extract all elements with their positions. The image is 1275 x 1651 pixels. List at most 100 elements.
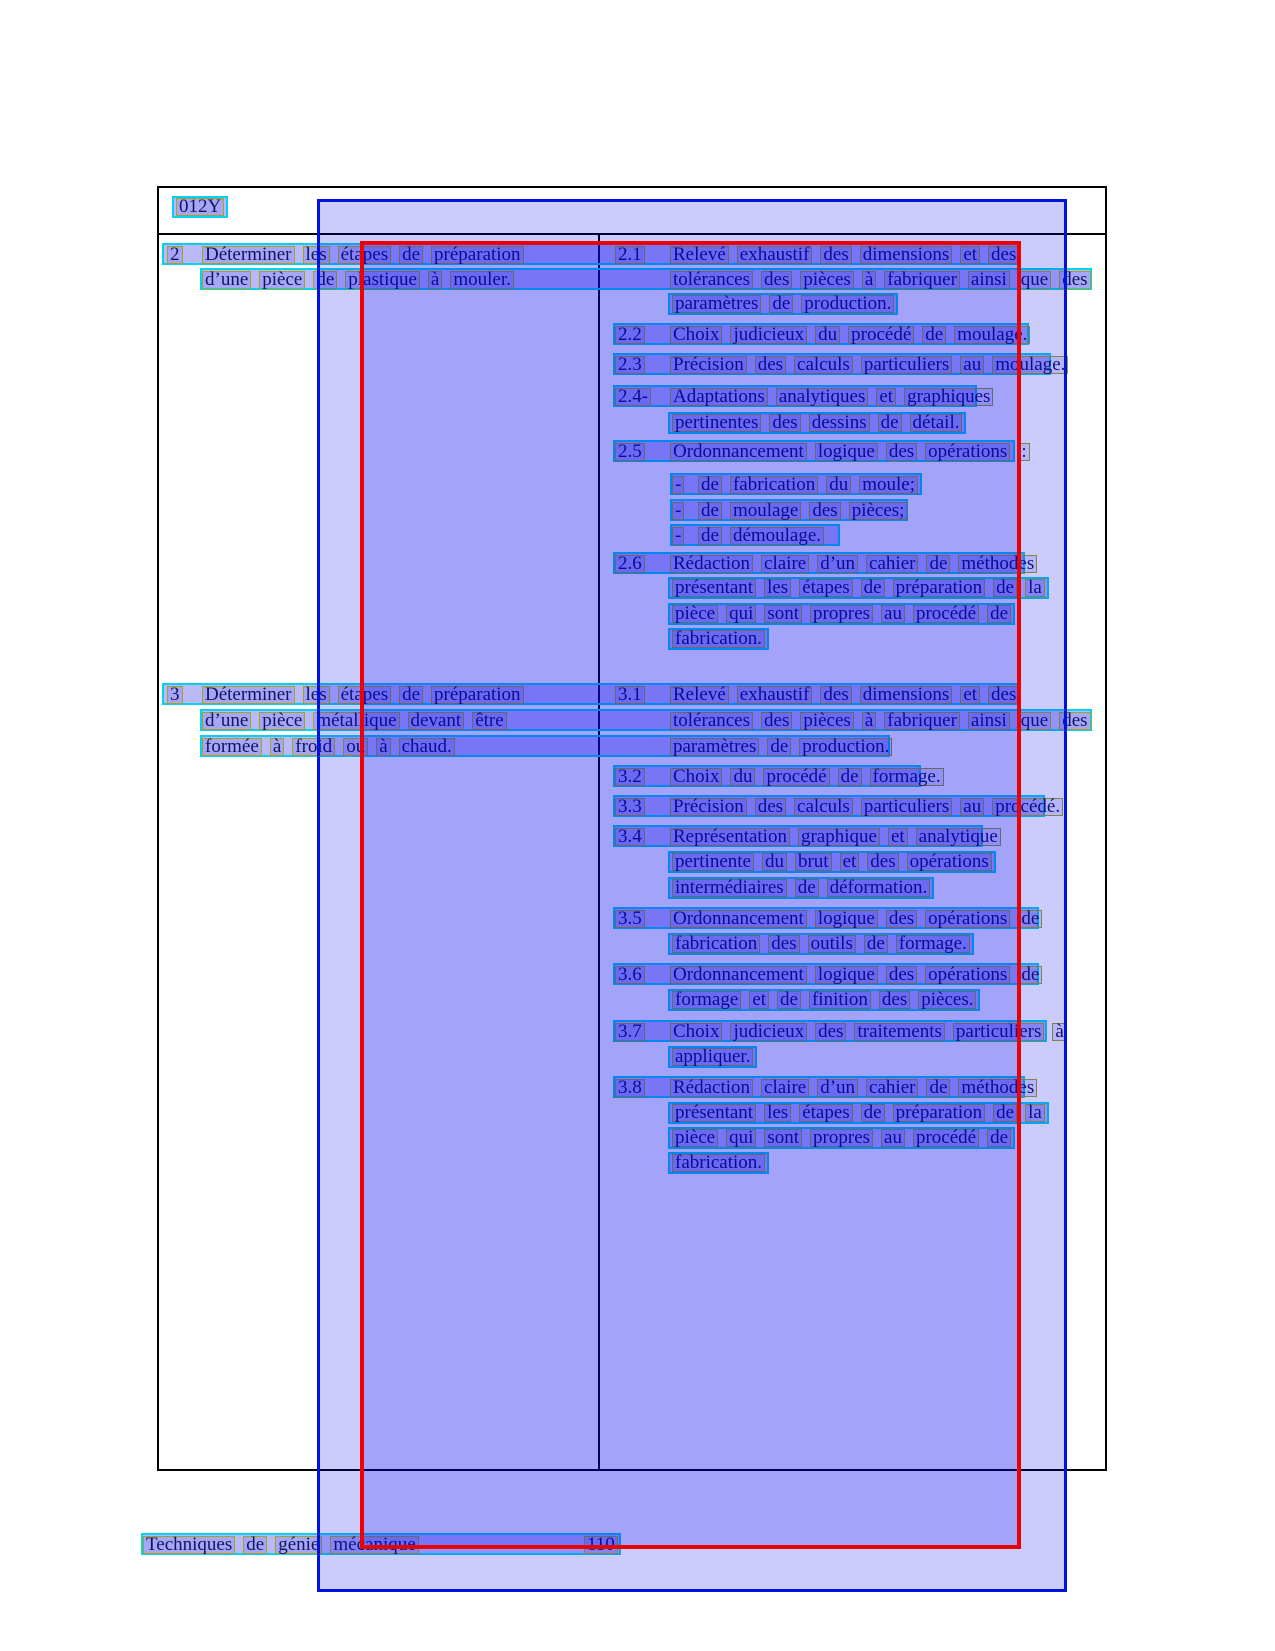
ocr-word-box: de bbox=[922, 325, 947, 344]
region-annotation-box-blue bbox=[317, 199, 1067, 1592]
ocr-word-box: de bbox=[993, 1103, 1018, 1122]
ocr-word-box: au bbox=[881, 604, 905, 623]
ocr-segment: - bbox=[672, 501, 685, 520]
ocr-word-box: des bbox=[885, 965, 918, 984]
ocr-word-box: de bbox=[993, 578, 1018, 597]
ocr-word-box: de bbox=[877, 413, 902, 432]
ocr-word-box: Techniques bbox=[143, 1535, 236, 1554]
ocr-word-box: des bbox=[820, 685, 852, 704]
ocr-word-box: du bbox=[815, 325, 841, 344]
ocr-segment: de démoulage. bbox=[698, 526, 825, 545]
ocr-word-box: d’un bbox=[817, 554, 859, 573]
criterion-3-4-line-3: intermédiaires de déformation. bbox=[668, 877, 935, 899]
ocr-word-box: fabrication bbox=[729, 475, 819, 494]
ocr-word-box: des bbox=[754, 797, 787, 816]
ocr-word-box: détail. bbox=[909, 413, 963, 432]
ocr-segment: présentant les étapes de préparation de la bbox=[672, 1103, 1045, 1122]
criterion-3-6: 3.6 Ordonnancement logique des opérations de bbox=[613, 963, 1043, 985]
ocr-word-box: opérations bbox=[925, 909, 1011, 928]
ocr-word-box: d’un bbox=[817, 1078, 859, 1097]
ocr-word-box: ainsi bbox=[967, 711, 1010, 730]
ocr-word-box: des bbox=[867, 852, 899, 871]
ocr-word-box: Relevé bbox=[670, 685, 729, 704]
ocr-word-box: outils bbox=[807, 934, 856, 953]
ocr-segment: 3.2 bbox=[615, 767, 645, 786]
ocr-word-box: de bbox=[399, 245, 424, 264]
ocr-word-box: métallique bbox=[313, 711, 400, 730]
ocr-word-box: des bbox=[878, 990, 911, 1009]
ocr-word-box: production. bbox=[801, 294, 895, 313]
ocr-word-box: logique bbox=[814, 442, 878, 461]
ocr-word-box: de bbox=[987, 1128, 1012, 1147]
ocr-word-box: 2.1 bbox=[615, 245, 645, 264]
ocr-word-box: devant bbox=[407, 711, 465, 730]
ocr-segment: pièce qui sont propres au procédé de bbox=[672, 1128, 1012, 1147]
ocr-word-box: la bbox=[1025, 1103, 1045, 1122]
ocr-word-box: 3.1 bbox=[615, 685, 645, 704]
ocr-word-box: de bbox=[837, 767, 862, 786]
ocr-word-box: 012Y bbox=[176, 197, 225, 216]
ocr-segment: fabrication. bbox=[672, 1153, 766, 1172]
ocr-segment: Déterminer les étapes de préparation bbox=[202, 245, 524, 264]
criterion-3-8: 3.8 Rédaction claire d’un cahier de méthodes bbox=[613, 1076, 1038, 1098]
ocr-word-box: Choix bbox=[670, 1022, 723, 1041]
ocr-word-box: traitements bbox=[854, 1022, 945, 1041]
ocr-word-box: tolérances bbox=[670, 711, 754, 730]
ocr-word-box: moulage bbox=[729, 501, 802, 520]
ocr-segment: 3 bbox=[167, 685, 183, 704]
ocr-word-box: Précision bbox=[670, 797, 747, 816]
ocr-word-box: propres bbox=[810, 604, 874, 623]
ocr-word-box: à bbox=[376, 737, 391, 756]
ocr-word-box: du bbox=[761, 852, 787, 871]
ocr-word-box: fabriquer bbox=[884, 270, 960, 289]
ocr-word-box: de bbox=[926, 1078, 951, 1097]
ocr-word-box: Représentation bbox=[670, 827, 790, 846]
ocr-word-box: 3.7 bbox=[615, 1022, 645, 1041]
ocr-word-box: fabrication. bbox=[672, 1153, 766, 1172]
ocr-word-box: présentant bbox=[672, 1103, 757, 1122]
ocr-word-box: exhaustif bbox=[736, 245, 813, 264]
ocr-word-box: formage. bbox=[869, 767, 944, 786]
criterion-3-8-line-4: fabrication. bbox=[668, 1152, 770, 1174]
ocr-word-box: 3.4 bbox=[615, 827, 645, 846]
ocr-word-box: les bbox=[764, 578, 792, 597]
ocr-word-box: les bbox=[302, 245, 330, 264]
ocr-word-box: des bbox=[885, 909, 918, 928]
ocr-segment: 3.4 bbox=[615, 827, 645, 846]
ocr-segment: appliquer. bbox=[672, 1047, 754, 1066]
criterion-3-8-line-3: pièce qui sont propres au procédé de bbox=[668, 1127, 1016, 1149]
ocr-word-box: formage bbox=[672, 990, 742, 1009]
ocr-segment: Précision des calculs particuliers au procédé… bbox=[670, 797, 1064, 816]
ocr-word-box: qui bbox=[726, 1128, 757, 1147]
ocr-word-box: procédé bbox=[912, 604, 980, 623]
ocr-word-box: et bbox=[876, 387, 897, 406]
ocr-word-box: brut bbox=[794, 852, 832, 871]
criterion-2-4-line-2: pertinentes des dessins de détail. bbox=[668, 412, 967, 434]
ocr-word-box: procédé bbox=[763, 767, 830, 786]
ocr-word-box: procédé bbox=[912, 1128, 980, 1147]
ocr-word-box: - bbox=[672, 501, 685, 520]
criterion-2-5: 2.5 Ordonnancement logique des opérations: bbox=[613, 440, 1030, 462]
ocr-segment: - bbox=[672, 475, 685, 494]
ocr-word-box: préparation bbox=[431, 685, 524, 704]
ocr-word-box: opérations bbox=[925, 965, 1011, 984]
ocr-word-box: les bbox=[764, 1103, 792, 1122]
criterion-2-3: 2.3 Précision des calculs particuliers au moul… bbox=[613, 353, 1069, 375]
ocr-word-box: sont bbox=[764, 604, 803, 623]
ocr-segment: Adaptations analytiques et graphiques bbox=[670, 387, 994, 406]
criterion-2-4: 2.4- Adaptations analytiques et graphiques bbox=[613, 385, 994, 407]
ocr-word-box: - bbox=[672, 526, 685, 545]
ocr-word-box: procédé bbox=[848, 325, 915, 344]
ocr-word-box: exhaustif bbox=[736, 685, 813, 704]
criterion-3-2: 3.2 Choix du procédé de formage. bbox=[613, 765, 944, 787]
ocr-segment: pièce qui sont propres au procédé de bbox=[672, 604, 1012, 623]
ocr-word-box: de bbox=[767, 737, 792, 756]
ocr-word-box: de bbox=[698, 501, 722, 520]
ocr-word-box: production. bbox=[799, 737, 893, 756]
objective-3-row-1: 3 Déterminer les étapes de préparation 3.1 Rele… bbox=[162, 683, 1020, 705]
ocr-word-box: logique bbox=[814, 909, 878, 928]
ocr-word-box: 3.5 bbox=[615, 909, 645, 928]
ocr-word-box: 2.6 bbox=[615, 554, 645, 573]
ocr-word-box: cahier bbox=[866, 1078, 919, 1097]
